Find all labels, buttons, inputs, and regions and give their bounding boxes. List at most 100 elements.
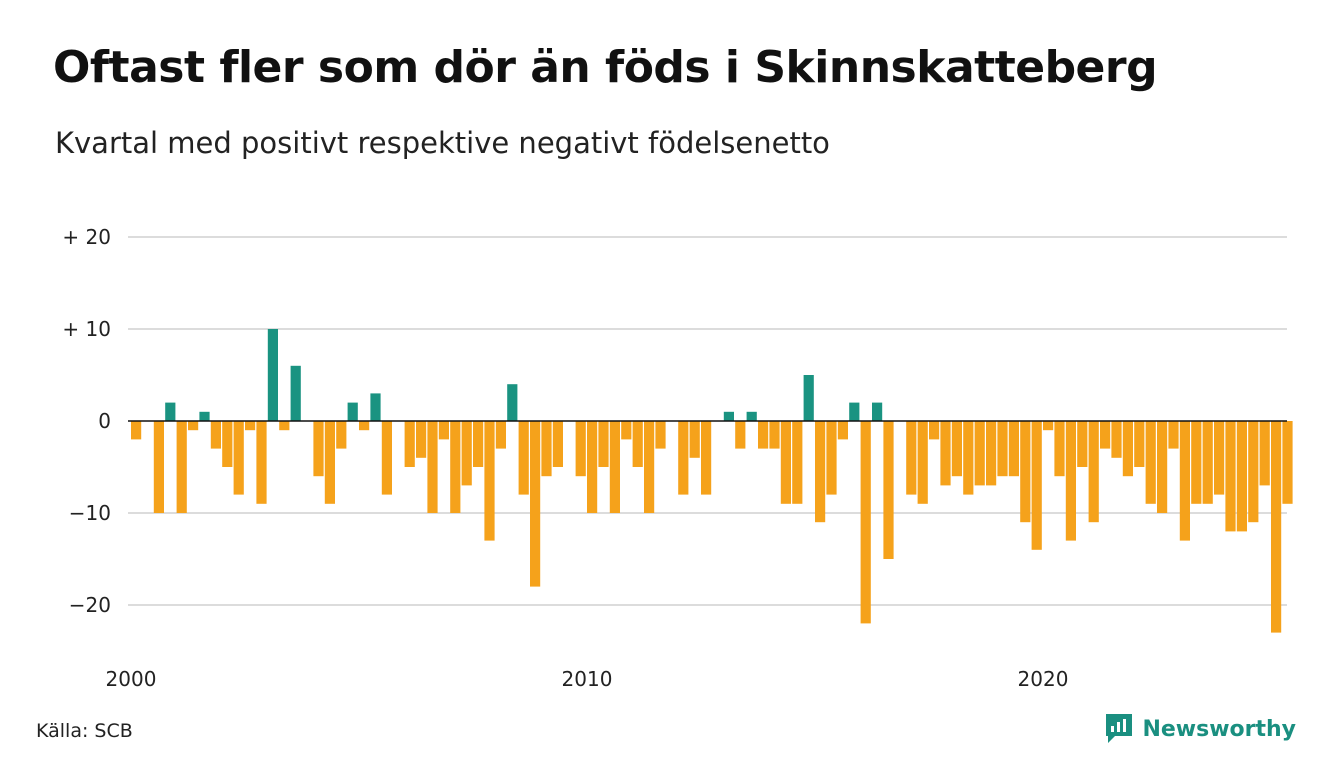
bar-positive: [872, 402, 883, 421]
bar-negative: [769, 421, 780, 449]
y-tick-label: + 20: [62, 225, 111, 249]
bar-negative: [1043, 421, 1054, 431]
bar-negative: [245, 421, 256, 431]
bar-negative: [655, 421, 666, 449]
bar-negative: [1031, 421, 1042, 550]
newsworthy-logo-icon: [1106, 714, 1133, 743]
bar-negative: [951, 421, 962, 477]
bar-negative: [963, 421, 974, 495]
bar-negative: [473, 421, 484, 467]
bar-negative: [461, 421, 472, 486]
bar-negative: [621, 421, 632, 440]
bar-negative: [336, 421, 347, 449]
bar-positive: [746, 411, 757, 421]
bar-negative: [689, 421, 700, 458]
bar-positive: [290, 365, 301, 421]
bar-negative: [1054, 421, 1065, 477]
x-axis-tick-labels: 2000 2010 2020: [106, 667, 1069, 691]
bar-negative: [1020, 421, 1031, 523]
bar-negative: [792, 421, 803, 504]
y-axis-tick-labels: + 20 + 10 0 −10 −20: [62, 225, 111, 617]
brand-name: Newsworthy: [1142, 716, 1296, 742]
bar-negative: [1077, 421, 1088, 467]
bar-negative: [176, 421, 187, 513]
bar-negative: [598, 421, 609, 467]
x-tick-label: 2000: [106, 667, 157, 691]
bar-negative: [1271, 421, 1282, 633]
bar-negative: [997, 421, 1008, 477]
bar-negative: [678, 421, 689, 495]
bar-negative: [587, 421, 598, 513]
bar-negative: [404, 421, 415, 467]
bar-negative: [188, 421, 199, 431]
bar-negative: [359, 421, 370, 431]
bar-negative: [1065, 421, 1076, 541]
bar-negative: [1088, 421, 1099, 523]
bar-negative: [153, 421, 164, 513]
bar-negative: [1259, 421, 1270, 486]
bar-negative: [986, 421, 997, 486]
bar-negative: [530, 421, 541, 587]
bar-positive: [803, 375, 814, 421]
bar-negative: [1225, 421, 1236, 532]
bar-negative: [940, 421, 951, 486]
bar-negative: [233, 421, 244, 495]
bar-negative: [279, 421, 290, 431]
bar-negative: [131, 421, 142, 440]
bar-negative: [860, 421, 871, 624]
bar-negative: [1100, 421, 1111, 449]
bar-negative: [1134, 421, 1145, 467]
bar-negative: [1236, 421, 1247, 532]
bar-negative: [324, 421, 335, 504]
bar-negative: [758, 421, 769, 449]
bar-positive: [370, 393, 381, 421]
bar-negative: [632, 421, 643, 467]
bar-positive: [849, 402, 860, 421]
bar-negative: [495, 421, 506, 449]
bar-negative: [450, 421, 461, 513]
bar-negative: [1282, 421, 1293, 504]
bar-negative: [780, 421, 791, 504]
bar-negative: [210, 421, 221, 449]
bar-negative: [735, 421, 746, 449]
bar-negative: [906, 421, 917, 495]
bar-negative: [644, 421, 655, 513]
bar-negative: [609, 421, 620, 513]
y-tick-label: 0: [98, 409, 111, 433]
bar-negative: [438, 421, 449, 440]
bar-positive: [199, 411, 210, 421]
x-tick-label: 2020: [1018, 667, 1069, 691]
bar-negative: [815, 421, 826, 523]
y-tick-label: −10: [69, 501, 111, 525]
bar-negative: [575, 421, 586, 477]
bar-positive: [723, 411, 734, 421]
bar-negative: [701, 421, 712, 495]
bar-positive: [347, 402, 358, 421]
bar-negative: [1111, 421, 1122, 458]
bar-negative: [1157, 421, 1168, 513]
bar-negative: [883, 421, 894, 559]
newsworthy-brand[interactable]: Newsworthy: [1104, 712, 1296, 746]
bar-negative: [1191, 421, 1202, 504]
bar-negative: [222, 421, 233, 467]
bar-negative: [256, 421, 267, 504]
bar-negative: [1179, 421, 1190, 541]
bars: [131, 329, 1293, 633]
bar-negative: [381, 421, 392, 495]
bar-negative: [1122, 421, 1133, 477]
y-tick-label: −20: [69, 593, 111, 617]
bar-negative: [837, 421, 848, 440]
bar-positive: [507, 384, 518, 421]
bar-negative: [1168, 421, 1179, 449]
bar-negative: [313, 421, 324, 477]
chart-title: Oftast fler som dör än föds i Skinnskatt…: [53, 42, 1158, 93]
bar-negative: [518, 421, 529, 495]
bar-negative: [484, 421, 495, 541]
bar-negative: [552, 421, 563, 467]
x-tick-label: 2010: [562, 667, 613, 691]
bar-negative: [974, 421, 985, 486]
bar-negative: [1214, 421, 1225, 495]
bar-negative: [929, 421, 940, 440]
bar-negative: [427, 421, 438, 513]
